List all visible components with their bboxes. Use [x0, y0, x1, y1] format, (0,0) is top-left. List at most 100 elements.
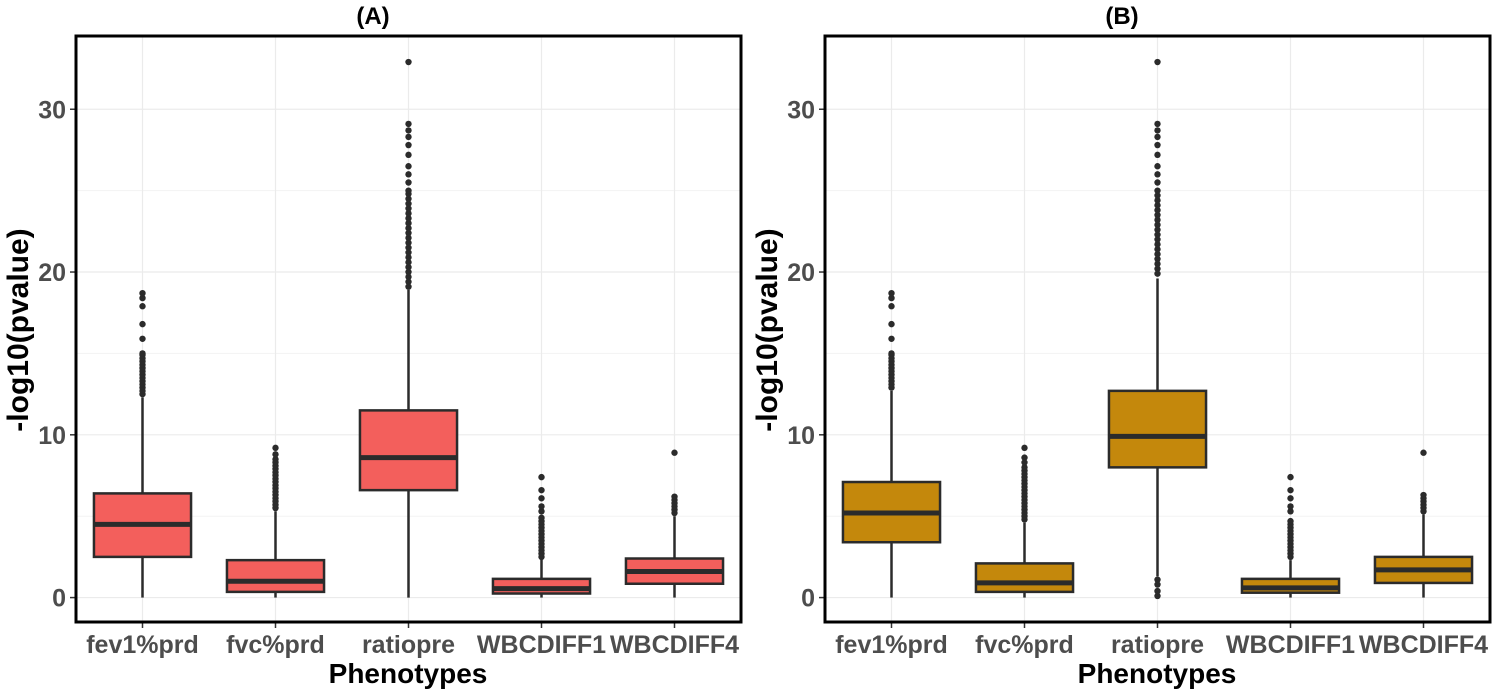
outlier-point: [405, 127, 412, 134]
outlier-point: [139, 289, 146, 297]
y-tick-label: 10: [787, 422, 815, 450]
outlier-point: [1154, 216, 1161, 224]
outlier-point: [405, 133, 412, 141]
outlier-point: [1154, 255, 1161, 263]
outlier-point: [405, 249, 412, 256]
outlier-point: [1154, 163, 1161, 170]
x-axis-label: Phenotypes: [329, 658, 488, 689]
y-axis-label: -log10(pvalue): [2, 228, 35, 431]
outlier-point: [888, 289, 895, 297]
outlier-point: [405, 210, 412, 217]
panel-title: (A): [356, 3, 389, 30]
outlier-point: [1154, 187, 1161, 194]
outlier-point: [405, 244, 412, 251]
outlier-point: [405, 234, 412, 242]
outlier-point: [1021, 464, 1028, 471]
x-tick-label: WBCDIFF1: [477, 631, 606, 659]
y-tick-label: 20: [787, 259, 815, 287]
outlier-point: [405, 200, 412, 207]
outlier-point: [1154, 246, 1161, 253]
y-tick-label: 0: [801, 585, 815, 613]
outlier-point: [1154, 587, 1161, 595]
outlier-point: [272, 444, 279, 452]
outlier-point: [1154, 171, 1161, 178]
outlier-point: [1154, 241, 1161, 248]
outlier-point: [139, 303, 146, 310]
outlier-point: [405, 283, 412, 290]
outlier-point: [1154, 270, 1161, 277]
x-tick-label: fvc%prd: [226, 631, 325, 659]
outlier-point: [272, 451, 279, 458]
outlier-point: [671, 493, 678, 500]
outlier-point: [405, 171, 412, 178]
outlier-point: [1154, 133, 1161, 141]
outlier-point: [405, 259, 412, 266]
outlier-point: [405, 141, 412, 149]
outlier-point: [139, 294, 146, 302]
outlier-point: [1021, 444, 1028, 452]
outlier-point: [1154, 120, 1161, 128]
x-axis-label: Phenotypes: [1078, 658, 1237, 689]
outlier-point: [139, 320, 146, 328]
outlier-point: [888, 350, 895, 357]
outlier-point: [538, 486, 545, 494]
panel-title: (B): [1105, 3, 1138, 30]
x-tick-label: fvc%prd: [975, 631, 1074, 659]
outlier-point: [888, 335, 895, 342]
outlier-point: [405, 224, 412, 232]
outlier-point: [405, 239, 412, 246]
outlier-point: [538, 514, 545, 522]
outlier-point: [1287, 517, 1294, 525]
box: [974, 562, 1075, 594]
outlier-point: [405, 263, 412, 271]
x-tick-label: WBCDIFF4: [1359, 631, 1488, 659]
outlier-point: [1154, 151, 1161, 159]
outlier-point: [405, 151, 412, 159]
outlier-point: [1287, 508, 1294, 515]
outlier-point: [405, 179, 412, 186]
outlier-point: [538, 508, 545, 515]
outlier-point: [1287, 473, 1294, 481]
plot-border: [74, 34, 743, 624]
box: [1107, 389, 1208, 469]
outlier-point: [1154, 58, 1161, 66]
x-tick-label: fev1%prd: [86, 631, 199, 659]
outlier-point: [1021, 454, 1028, 461]
outlier-point: [1154, 211, 1161, 219]
y-tick-label: 30: [787, 96, 815, 124]
y-tick-label: 10: [38, 422, 66, 450]
outlier-point: [1154, 197, 1161, 204]
outlier-point: [1154, 206, 1161, 214]
y-tick-label: 30: [38, 96, 66, 124]
outlier-point: [1154, 592, 1161, 600]
x-tick-label: WBCDIFF1: [1226, 631, 1355, 659]
outlier-point: [405, 229, 412, 237]
outlier-point: [405, 195, 412, 202]
outlier-point: [272, 456, 279, 463]
outlier-point: [1154, 265, 1161, 272]
outlier-point: [405, 268, 412, 276]
outlier-point: [538, 503, 545, 510]
outlier-point: [1420, 449, 1427, 456]
outlier-point: [1287, 486, 1294, 494]
outlier-point: [405, 120, 412, 128]
outlier-point: [405, 219, 412, 227]
outlier-point: [1154, 260, 1161, 268]
outlier-point: [888, 320, 895, 328]
outlier-point: [1154, 576, 1161, 583]
outlier-point: [538, 473, 545, 481]
outlier-point: [1154, 202, 1161, 209]
x-tick-label: fev1%prd: [835, 631, 948, 659]
x-tick-label: WBCDIFF4: [610, 631, 739, 659]
outlier-point: [1287, 495, 1294, 502]
outlier-point: [1154, 192, 1161, 199]
outlier-point: [405, 205, 412, 212]
outlier-point: [405, 273, 412, 281]
outlier-point: [405, 58, 412, 66]
outlier-point: [1154, 221, 1161, 229]
x-tick-label: ratiopre: [362, 631, 455, 659]
outlier-point: [1154, 581, 1161, 588]
outlier-point: [139, 350, 146, 357]
outlier-point: [888, 303, 895, 310]
panel-a: (A) -log10(pvalue) Phenotypes 0 10 20 30 fev…: [2, 3, 743, 689]
